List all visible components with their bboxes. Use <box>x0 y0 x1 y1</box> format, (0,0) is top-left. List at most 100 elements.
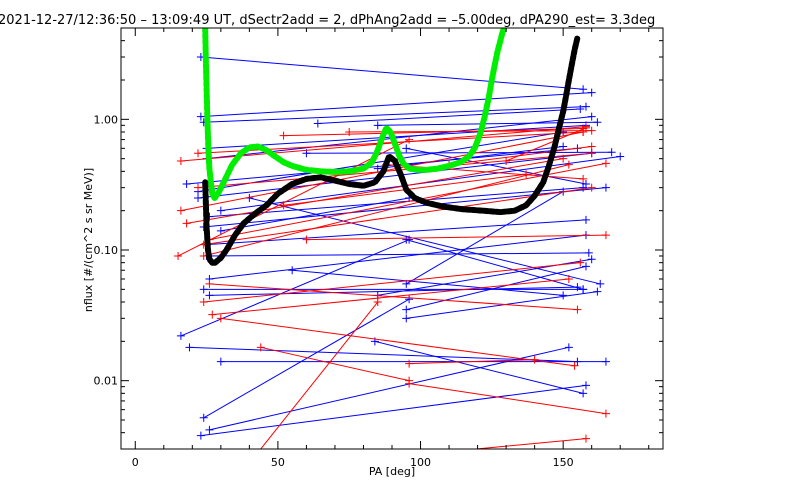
series-1-point <box>225 484 233 492</box>
series-0-segment-2 <box>203 106 586 123</box>
series-0 <box>176 52 625 440</box>
y-tick-label: 1.00 <box>94 113 119 126</box>
series-0-segment-30 <box>306 151 612 154</box>
series-1-segment-2 <box>186 158 564 224</box>
series-0-point <box>579 389 588 398</box>
series-0-point <box>405 295 414 304</box>
series-0-point <box>402 235 411 244</box>
series-0-segment-7 <box>197 152 592 199</box>
chart-title: 2021-12-27/12:36:50 – 13:09:49 UT, dSect… <box>0 13 655 28</box>
series-1-point <box>587 142 596 151</box>
series-1-point <box>256 343 265 352</box>
series-1-point <box>579 174 588 183</box>
series-1-point <box>216 314 225 323</box>
series-0-point <box>216 226 225 235</box>
series-0-point <box>205 291 214 300</box>
series-1-point <box>564 274 573 283</box>
series-0-point <box>313 119 322 128</box>
series-1-point <box>345 127 354 136</box>
series-0-point <box>194 194 203 203</box>
series-0-point <box>559 142 568 151</box>
series-0-segment-1 <box>200 92 592 118</box>
series-0-point <box>185 343 194 352</box>
series-0-point <box>402 144 411 153</box>
x-tick-label: 0 <box>132 456 139 469</box>
axes: 0 50 100 150 0.01 0.10 1.00 <box>94 27 664 469</box>
series-0-point <box>559 291 568 300</box>
series-0-segment-3 <box>206 124 587 149</box>
series-1-point <box>576 258 585 267</box>
series-1-point <box>581 434 590 443</box>
series-0-point <box>581 179 590 188</box>
series-0-segment-26 <box>374 340 584 394</box>
series-1-point <box>601 409 610 418</box>
series-1-point <box>573 305 582 314</box>
series-1-segment-11 <box>209 283 578 311</box>
series-1-point <box>208 310 217 319</box>
series-1-point <box>405 135 414 144</box>
series-0-point <box>199 413 208 422</box>
series-1 <box>174 122 610 492</box>
series-0-point <box>581 381 590 390</box>
series-0-point <box>182 179 191 188</box>
series-1-point <box>564 160 573 169</box>
series-0-point <box>176 331 185 340</box>
series-1-segment-16 <box>306 234 606 241</box>
series-1-point <box>405 379 414 388</box>
series-0-segment-35 <box>406 291 598 319</box>
data-layer <box>174 28 625 492</box>
series-1-point <box>302 235 311 244</box>
series-3-curve <box>202 34 581 266</box>
series-1-point <box>601 231 610 240</box>
series-0-point <box>373 121 382 130</box>
series-0-point <box>564 343 573 352</box>
series-1-point <box>279 131 288 140</box>
series-0-point <box>601 183 610 192</box>
x-tick-label: 150 <box>553 456 574 469</box>
series-1-point <box>587 183 596 192</box>
series-0-point <box>596 279 605 288</box>
series-1-segment-20 <box>470 438 587 449</box>
series-0-point <box>587 255 596 264</box>
series-0-segment-32 <box>377 121 598 126</box>
series-1-segment-18 <box>409 383 607 415</box>
series-1-point <box>176 156 185 165</box>
series-0-point <box>579 85 588 94</box>
series-1-point <box>434 448 436 449</box>
series-2-curve <box>202 28 508 201</box>
series-0-point <box>601 357 610 366</box>
series-0-segment-25 <box>406 265 587 311</box>
series-1-segment-9 <box>203 262 581 303</box>
series-1-segment-23 <box>505 127 587 162</box>
x-tick-label: 50 <box>271 456 285 469</box>
series-1-point <box>601 159 610 168</box>
series-0-point <box>581 262 590 271</box>
series-0-point <box>593 287 602 296</box>
series-1-point <box>279 201 288 210</box>
series-0-segment-11 <box>206 219 587 246</box>
series-0-segment-8 <box>209 187 584 218</box>
series-0-point <box>199 285 208 294</box>
series-0-segment-18 <box>203 298 410 419</box>
series-0-segment-0 <box>200 56 584 90</box>
x-axis-label: PA [deg] <box>369 465 415 478</box>
series-0-point <box>581 215 590 224</box>
series-1-segment-14 <box>283 128 584 137</box>
series-1-point <box>405 359 414 368</box>
series-1-segment-0 <box>180 126 587 162</box>
series-1-point <box>174 251 183 260</box>
series-0-segment-23 <box>292 269 564 296</box>
y-tick-label: 0.10 <box>94 244 119 257</box>
series-1-point <box>182 219 191 228</box>
series-0-segment-22 <box>249 197 601 285</box>
series-1-segment-5 <box>203 164 569 257</box>
series-0-point <box>373 164 382 173</box>
series-1-point <box>176 206 185 215</box>
series-0-point <box>196 112 205 121</box>
series-0-segment-27 <box>406 191 564 285</box>
series-0-point <box>587 88 596 97</box>
series-0-point <box>196 431 205 440</box>
series-0-segment-13 <box>209 234 587 280</box>
series-1-point <box>373 298 382 307</box>
y-tick-label: 0.01 <box>94 375 119 388</box>
